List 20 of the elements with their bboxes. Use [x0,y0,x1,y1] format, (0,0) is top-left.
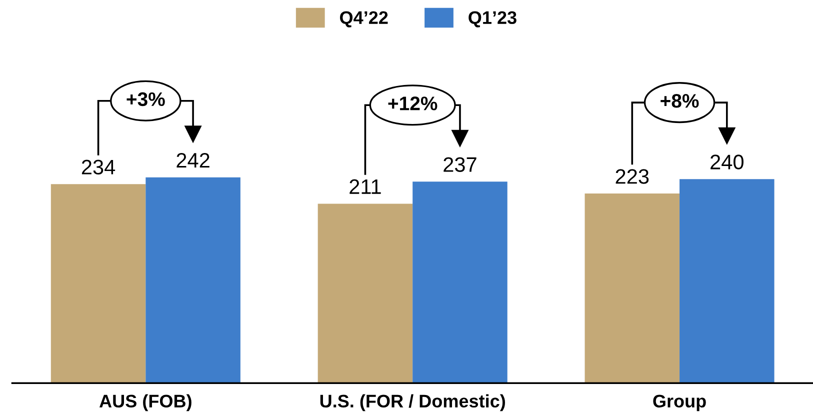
legend-label: Q4’22 [340,11,388,28]
data-label: 234 [82,160,116,174]
x-tick-label: Group [653,394,706,412]
text: +12% [388,96,438,110]
text: +3% [126,92,165,106]
data-label: 240 [710,154,744,170]
bar [50,184,146,384]
bar [584,194,680,384]
bar [680,179,774,384]
data-label: 237 [444,157,476,172]
data-label: 242 [176,152,210,168]
x-tick-label: AUS (FOB) [99,394,192,412]
bar [412,182,508,384]
text: +8% [660,94,699,108]
legend-label: Q1’23 [468,11,516,28]
x-tick-label: U.S. (FOR / Domestic) [320,394,505,412]
data-label: 211 [350,179,381,194]
bar [318,204,413,384]
bar [146,177,240,384]
data-label: 223 [616,169,649,184]
